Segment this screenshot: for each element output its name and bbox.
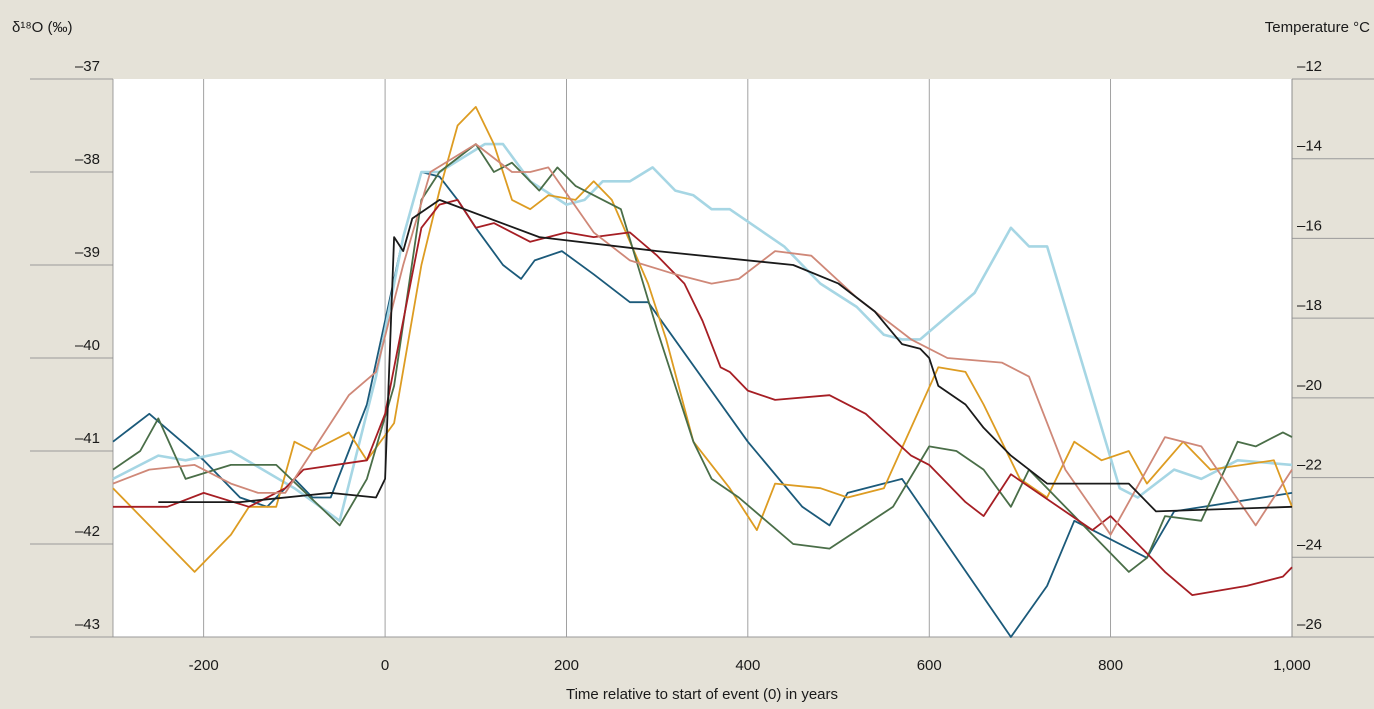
x-tick-label: -200 [189,657,219,674]
y-tick-label: –42 [75,523,100,540]
data-line [112,171,1293,638]
y2-axis-title: Temperature °C [1265,19,1370,36]
data-line [113,199,1293,596]
x-tick-label: 200 [554,657,579,674]
y2-tick-label: –12 [1297,58,1322,75]
x-tick-label: 1,000 [1273,657,1311,674]
y-tick-label: –43 [75,616,100,633]
y2-tick-label: –16 [1297,217,1322,234]
y2-tick-label: –22 [1297,457,1322,474]
data-line [112,143,1293,573]
x-tick-label: 0 [381,657,389,674]
x-axis-title: Time relative to start of event (0) in y… [566,686,838,703]
data-line [158,199,1293,513]
y2-tick-label: –24 [1297,536,1322,553]
y-tick-label: –40 [75,337,100,354]
plot-area [113,79,1292,637]
y-axis-title: δ¹⁸O (‰) [12,19,73,36]
y2-tick-label: –18 [1297,297,1322,314]
data-line [112,142,1293,523]
y2-tick-label: –20 [1297,377,1322,394]
data-line [112,143,1293,536]
x-tick-label: 400 [735,657,760,674]
y-tick-label: –38 [75,151,100,168]
y-tick-label: –37 [75,58,100,75]
y2-tick-label: –26 [1297,616,1322,633]
y2-tick-label: –14 [1297,138,1322,155]
y-tick-label: –39 [75,244,100,261]
y-tick-label: –41 [75,430,100,447]
x-tick-label: 600 [917,657,942,674]
x-tick-label: 800 [1098,657,1123,674]
